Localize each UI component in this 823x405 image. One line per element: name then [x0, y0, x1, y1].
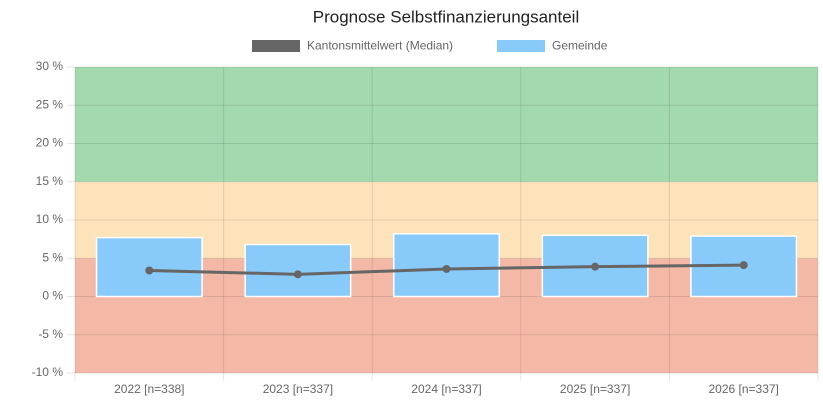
- y-tick-label: 20 %: [36, 136, 64, 150]
- point: [739, 261, 748, 270]
- point: [591, 262, 600, 271]
- y-tick-label: 25 %: [36, 97, 64, 111]
- x-tick-label: 2025 [n=337]: [560, 382, 630, 396]
- chart-title: Prognose Selbstfinanzierungsanteil: [313, 7, 580, 26]
- point: [293, 270, 302, 279]
- y-tick-label: 0 %: [42, 289, 63, 303]
- y-tick-label: 30 %: [36, 59, 64, 73]
- point: [442, 264, 451, 273]
- x-tick-label: 2022 [n=338]: [114, 382, 184, 396]
- x-tick-label: 2026 [n=337]: [708, 382, 778, 396]
- y-tick-label: 10 %: [36, 212, 64, 226]
- background-band: [75, 67, 818, 182]
- y-tick-label: 15 %: [36, 174, 64, 188]
- y-tick-label: 5 %: [42, 250, 63, 264]
- x-tick-label: 2023 [n=337]: [263, 382, 333, 396]
- point: [145, 266, 154, 275]
- legend-swatch: [497, 40, 545, 52]
- y-tick-label: -10 %: [32, 365, 64, 379]
- bar: [95, 236, 203, 298]
- y-tick-label: -5 %: [38, 327, 63, 341]
- x-tick-label: 2024 [n=337]: [411, 382, 481, 396]
- legend-label: Gemeinde: [552, 39, 608, 53]
- legend-label: Kantonsmittelwert (Median): [307, 39, 453, 53]
- legend-swatch: [252, 40, 300, 52]
